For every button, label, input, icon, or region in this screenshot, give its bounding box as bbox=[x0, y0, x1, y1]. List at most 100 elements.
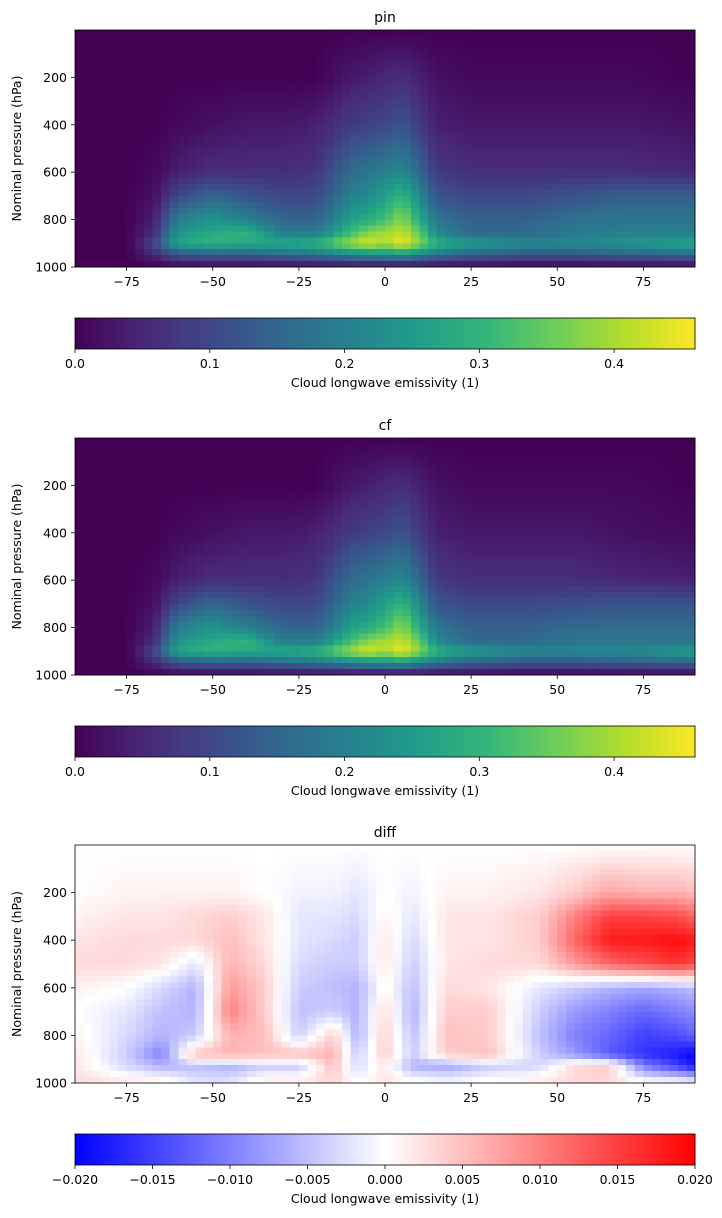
heatmap-cell bbox=[393, 184, 403, 191]
heatmap-cell bbox=[316, 526, 326, 534]
heatmap-cell bbox=[385, 219, 395, 227]
heatmap-cell bbox=[402, 95, 412, 102]
heatmap-cell bbox=[608, 124, 619, 132]
heatmap-cell bbox=[273, 59, 283, 67]
heatmap-cell bbox=[583, 201, 593, 209]
heatmap-cell bbox=[540, 556, 550, 564]
heatmap-cell bbox=[393, 438, 403, 445]
heatmap-cell bbox=[316, 213, 326, 221]
heatmap-cell bbox=[471, 455, 481, 463]
heatmap-cell bbox=[169, 255, 179, 262]
heatmap-cell bbox=[402, 580, 412, 587]
heatmap-cell bbox=[83, 586, 93, 593]
heatmap-cell bbox=[574, 249, 584, 256]
heatmap-cell bbox=[281, 77, 291, 84]
heatmap-cell bbox=[505, 497, 515, 504]
heatmap-cell bbox=[341, 515, 352, 522]
heatmap-cell bbox=[385, 550, 395, 558]
heatmap-cell bbox=[634, 503, 644, 510]
heatmap-cell bbox=[169, 65, 179, 73]
heatmap-cell bbox=[126, 473, 136, 481]
heatmap-cell bbox=[204, 101, 214, 108]
heatmap-cell bbox=[264, 592, 274, 599]
heatmap-cell bbox=[359, 35, 369, 43]
heatmap-cell bbox=[92, 53, 102, 61]
heatmap-cell bbox=[83, 556, 93, 564]
heatmap-cell bbox=[255, 112, 266, 120]
heatmap-cell bbox=[669, 124, 679, 132]
heatmap-cell bbox=[83, 592, 93, 599]
colorbar-segment bbox=[267, 318, 272, 349]
heatmap-cell bbox=[608, 130, 619, 138]
heatmap-cell bbox=[212, 461, 222, 469]
heatmap-cell bbox=[195, 473, 205, 481]
heatmap-cell bbox=[531, 467, 541, 475]
heatmap-cell bbox=[341, 189, 352, 197]
heatmap-cell bbox=[307, 544, 317, 552]
heatmap-cell bbox=[574, 562, 584, 569]
heatmap-cell bbox=[100, 479, 111, 486]
heatmap-cell bbox=[669, 130, 679, 138]
heatmap-cell bbox=[488, 35, 498, 43]
heatmap-cell bbox=[367, 461, 377, 469]
heatmap-cell bbox=[290, 184, 300, 191]
heatmap-cell bbox=[514, 544, 524, 552]
heatmap-cell bbox=[565, 195, 576, 203]
heatmap-cell bbox=[548, 538, 558, 546]
heatmap-cell bbox=[436, 195, 446, 203]
heatmap-cell bbox=[178, 160, 188, 167]
heatmap-cell bbox=[643, 77, 653, 84]
heatmap-cell bbox=[686, 59, 696, 67]
heatmap-cell bbox=[651, 497, 662, 504]
heatmap-cell bbox=[290, 83, 300, 90]
heatmap-cell bbox=[540, 35, 550, 43]
heatmap-cell bbox=[143, 261, 154, 268]
heatmap-cell bbox=[617, 503, 627, 510]
heatmap-cell bbox=[195, 136, 205, 144]
heatmap-cell bbox=[505, 184, 515, 191]
heatmap-cell bbox=[281, 142, 291, 150]
heatmap-cell bbox=[548, 574, 558, 581]
heatmap-cell bbox=[135, 59, 145, 67]
heatmap-cell bbox=[324, 130, 334, 138]
heatmap-cell bbox=[608, 568, 619, 575]
heatmap-cell bbox=[557, 574, 567, 581]
heatmap-cell bbox=[591, 118, 601, 126]
heatmap-cell bbox=[453, 544, 464, 552]
heatmap-cell bbox=[565, 30, 576, 37]
heatmap-cell bbox=[212, 189, 222, 197]
heatmap-cell bbox=[651, 479, 662, 486]
heatmap-cell bbox=[565, 124, 576, 132]
heatmap-cell bbox=[341, 148, 352, 156]
heatmap-cell bbox=[686, 118, 696, 126]
heatmap-cell bbox=[238, 148, 248, 156]
colorbar-segment bbox=[283, 318, 288, 349]
heatmap-cell bbox=[273, 83, 283, 90]
heatmap-cell bbox=[143, 449, 154, 457]
heatmap-cell bbox=[531, 255, 541, 262]
heatmap-cell bbox=[505, 485, 515, 492]
heatmap-cell bbox=[548, 580, 558, 587]
heatmap-cell bbox=[135, 526, 145, 534]
heatmap-cell bbox=[514, 136, 524, 144]
heatmap-cell bbox=[660, 142, 670, 150]
heatmap-cell bbox=[221, 178, 231, 185]
heatmap-cell bbox=[255, 503, 266, 510]
heatmap-cell bbox=[626, 455, 636, 463]
heatmap-cell bbox=[238, 538, 248, 546]
heatmap-cell bbox=[660, 118, 670, 126]
heatmap-cell bbox=[255, 118, 266, 126]
heatmap-cell bbox=[677, 255, 687, 262]
heatmap-cell bbox=[540, 130, 550, 138]
heatmap-cell bbox=[565, 71, 576, 78]
colorbar-segment bbox=[543, 318, 548, 349]
heatmap-cell bbox=[169, 59, 179, 67]
heatmap-cell bbox=[100, 30, 111, 37]
heatmap-cell bbox=[221, 30, 231, 37]
heatmap-cell bbox=[548, 107, 558, 114]
colorbar-segment bbox=[687, 318, 692, 349]
heatmap-cell bbox=[393, 130, 403, 138]
heatmap-cell bbox=[436, 160, 446, 167]
heatmap-cell bbox=[419, 166, 429, 173]
heatmap-cell bbox=[324, 503, 334, 510]
